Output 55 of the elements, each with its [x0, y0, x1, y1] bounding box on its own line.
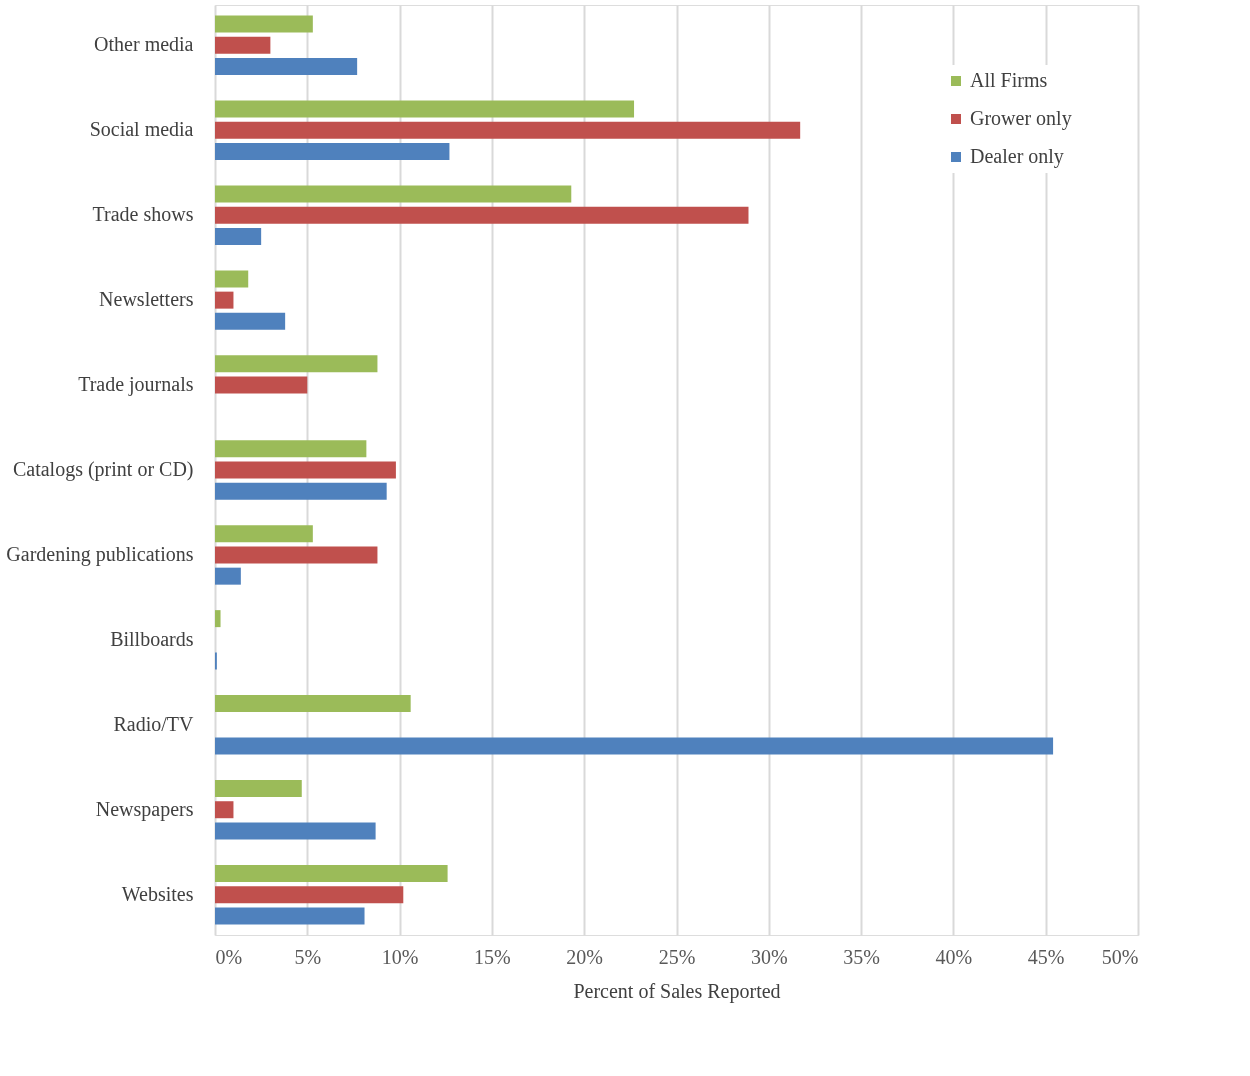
x-tick-label: 0%: [215, 945, 243, 968]
y-tick-label: Websites: [121, 882, 194, 905]
bar: [215, 779, 302, 797]
bar: [215, 15, 313, 33]
bar: [215, 546, 378, 564]
bar: [215, 864, 448, 882]
x-tick-label: 40%: [935, 945, 973, 968]
legend-label: Grower only: [970, 107, 1072, 130]
bar: [215, 58, 358, 76]
bar: [215, 482, 387, 500]
bar: [215, 610, 221, 628]
x-tick-label: 35%: [843, 945, 880, 968]
legend-label: Dealer only: [970, 145, 1064, 168]
y-tick-label: Newsletters: [99, 288, 194, 311]
x-axis-title: Percent of Sales Reported: [573, 979, 781, 1003]
bar: [215, 376, 308, 394]
bar: [215, 822, 376, 840]
y-tick-label: Billboards: [110, 627, 194, 650]
x-tick-label: 25%: [658, 945, 696, 968]
bar: [215, 801, 234, 819]
bar: [215, 525, 313, 543]
bar: [215, 227, 262, 245]
bar: [215, 695, 411, 713]
x-tick-label: 50%: [1101, 945, 1139, 968]
x-tick-label: 20%: [566, 945, 604, 968]
y-tick-label: Newspapers: [95, 797, 194, 821]
y-tick-label: Other media: [94, 33, 194, 56]
bar: [215, 737, 1054, 755]
bar: [215, 440, 367, 458]
bar: [215, 886, 404, 904]
bar: [215, 312, 286, 330]
bar: [215, 121, 801, 139]
bar: [215, 291, 234, 309]
bar: [215, 36, 271, 54]
legend-label: All Firms: [970, 69, 1048, 91]
bar: [215, 270, 249, 288]
x-tick-label: 15%: [474, 945, 511, 968]
y-tick-label: Trade journals: [78, 373, 194, 397]
bar: [215, 100, 635, 118]
bar: [215, 567, 241, 585]
bar: [215, 907, 365, 925]
x-tick-label: 5%: [294, 945, 322, 968]
x-tick-label: 45%: [1027, 945, 1065, 968]
y-tick-label: Radio/TV: [113, 712, 195, 735]
y-tick-label: Trade shows: [92, 203, 194, 226]
bar: [215, 461, 396, 479]
x-tick-label: 30%: [750, 945, 788, 968]
bar: [215, 143, 450, 161]
bar: [215, 206, 749, 224]
x-tick-label: 10%: [381, 945, 419, 968]
bar: [215, 355, 378, 373]
y-tick-label: Catalogs (print or CD): [12, 458, 194, 481]
y-tick-label: Gardening publications: [6, 542, 194, 566]
bar: [215, 185, 572, 203]
y-tick-label: Social media: [89, 118, 194, 141]
